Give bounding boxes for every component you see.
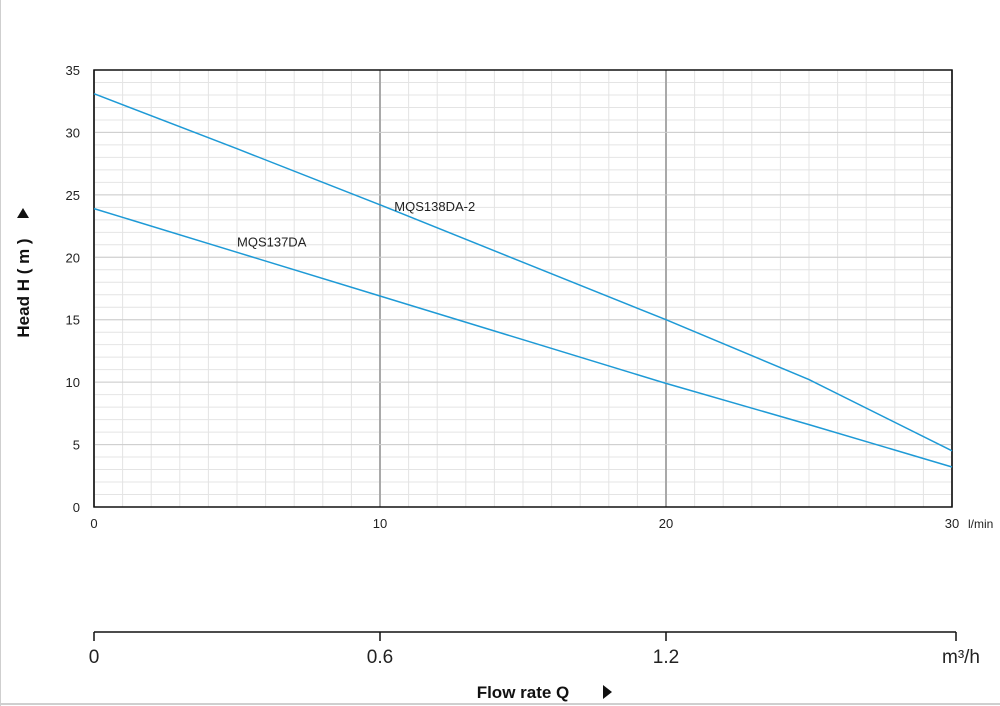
x-tick-label: 0 (90, 516, 97, 531)
series-layer: MQS138DA-2 MQS137DA (93, 92, 953, 468)
y-axis-arrow-icon (17, 208, 29, 218)
x-tick-label: 30 (945, 516, 959, 531)
y-tick-label: 35 (66, 63, 80, 78)
y-tick-labels: 0 5 10 15 20 25 30 35 (66, 63, 80, 515)
series-label-1: MQS138DA-2 (394, 199, 475, 214)
x-tick-label: 20 (659, 516, 673, 531)
secondary-x-tick-labels: 0 0.6 1.2 (89, 632, 679, 668)
y-tick-label: 10 (66, 375, 80, 390)
series-label-2: MQS137DA (237, 234, 307, 249)
x-axis-arrow-icon (603, 685, 612, 699)
x-tick-labels: 0 10 20 30 (90, 516, 959, 531)
x-tick-label: 10 (373, 516, 387, 531)
secondary-x-tick-label: 0 (89, 647, 100, 668)
y-tick-label: 20 (66, 250, 80, 265)
y-tick-label: 0 (73, 500, 80, 515)
x-axis-title: Flow rate Q (477, 683, 570, 702)
series-line-1 (93, 92, 953, 452)
series-line-2 (93, 207, 953, 468)
x-unit-label: l/min (968, 517, 993, 531)
secondary-x-tick-label: 0.6 (367, 647, 393, 668)
plot-frame (93, 69, 953, 508)
y-tick-label: 15 (66, 313, 80, 328)
x2-unit-label: m³/h (942, 647, 980, 668)
secondary-x-tick-label: 1.2 (653, 647, 679, 668)
y-tick-label: 30 (66, 125, 80, 140)
y-tick-label: 5 (73, 438, 80, 453)
y-tick-label: 25 (66, 188, 80, 203)
y-axis-title-group: Head H ( m ) (14, 238, 33, 337)
minor-grid (93, 69, 953, 508)
y-axis-title: Head H ( m ) (14, 238, 33, 337)
